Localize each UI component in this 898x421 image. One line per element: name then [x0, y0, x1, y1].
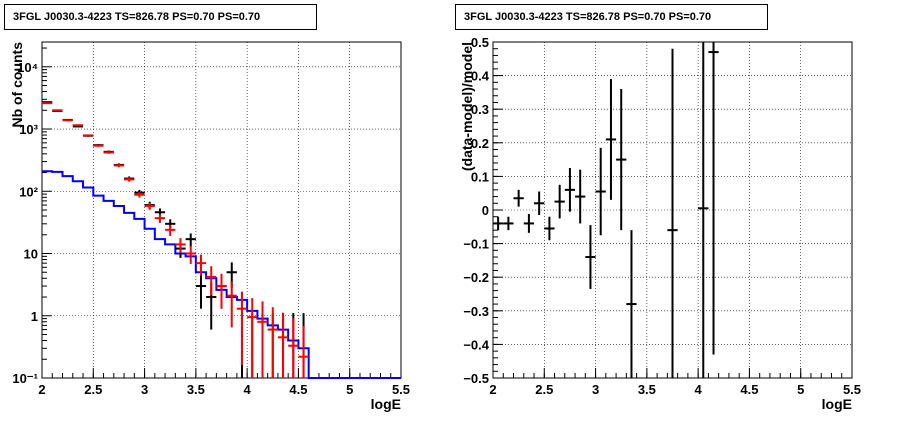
left-x-tick-label: 2.5 — [84, 382, 102, 397]
right-x-tick-label: 5 — [797, 382, 804, 397]
right-y-tick-label: 0.2 — [471, 136, 489, 151]
right-y-tick-label: 0.4 — [471, 69, 490, 84]
left-x-tick-label: 4.5 — [289, 382, 307, 397]
right-y-tick-label: −0.1 — [463, 237, 489, 252]
right-axis-ticks: 2 2.5 3 3.5 4 4.5 5 5.5 −0.5 −0.4 −0.3 −0.2 −0.1 0 0.1… — [463, 35, 861, 397]
left-data-marks — [42, 101, 401, 379]
right-grid — [493, 42, 852, 378]
left-x-tick-label: 5.5 — [392, 382, 410, 397]
right-x-axis-title: logE — [822, 396, 852, 412]
right-x-tick-label: 4 — [695, 382, 703, 397]
right-x-tick-label: 5.5 — [843, 382, 861, 397]
left-y-tick-label: 10⁴ — [17, 60, 38, 75]
right-x-tick-label: 2 — [489, 382, 496, 397]
left-x-tick-label: 3 — [141, 382, 148, 397]
left-y-tick-label: 1 — [31, 309, 38, 324]
right-y-tick-label: 0 — [482, 203, 489, 218]
left-axis-ticks: 2 2.5 3 3.5 4 4.5 5 5.5 10⁻¹ 1 10 10² 10³ 10⁴ — [12, 47, 410, 397]
left-x-tick-label: 3.5 — [187, 382, 205, 397]
left-y-tick-label: 10⁻¹ — [12, 371, 38, 386]
right-chart-title: 3FGL J0030.3-4223 TS=826.78 PS=0.70 PS=0… — [455, 4, 768, 30]
right-x-tick-label: 3 — [592, 382, 599, 397]
left-y-tick-label: 10³ — [19, 122, 38, 137]
right-y-tick-label: −0.2 — [463, 270, 489, 285]
right-x-tick-label: 3.5 — [638, 382, 656, 397]
left-chart-title: 3FGL J0030.3-4223 TS=826.78 PS=0.70 PS=0… — [4, 4, 317, 30]
right-y-tick-label: −0.4 — [463, 337, 489, 352]
right-panel: 2 2.5 3 3.5 4 4.5 5 5.5 −0.5 −0.4 −0.3 −0.2 −0.1 0 0.1… — [459, 35, 861, 412]
left-y-tick-label: 10 — [24, 247, 38, 262]
right-y-tick-label: 0.3 — [471, 102, 489, 117]
left-plot-frame — [41, 41, 402, 379]
left-x-axis-title: logE — [371, 396, 401, 412]
right-y-tick-label: −0.5 — [463, 371, 489, 386]
left-x-tick-label: 5 — [346, 382, 353, 397]
right-data-marks — [493, 42, 719, 378]
left-panel: 2 2.5 3 3.5 4 4.5 5 5.5 10⁻¹ 1 10 10² 10³ 10⁴ logE Nb… — [9, 41, 410, 412]
right-x-tick-label: 4.5 — [740, 382, 758, 397]
right-y-tick-label: 0.1 — [471, 169, 489, 184]
left-x-tick-label: 4 — [244, 382, 252, 397]
right-y-axis-title: (data-model)/model — [459, 42, 475, 171]
left-y-axis-title: Nb of counts — [9, 42, 25, 128]
right-x-tick-label: 2.5 — [535, 382, 553, 397]
left-y-tick-label: 10² — [19, 184, 38, 199]
left-x-tick-label: 2 — [38, 382, 45, 397]
right-y-tick-label: 0.5 — [471, 35, 489, 50]
left-grid — [42, 42, 401, 378]
right-y-tick-label: −0.3 — [463, 304, 489, 319]
